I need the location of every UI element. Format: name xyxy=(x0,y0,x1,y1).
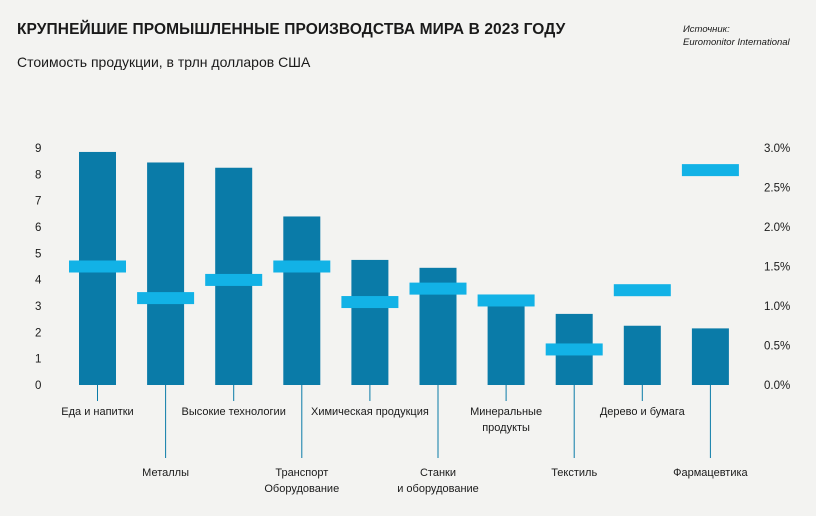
left-tick-label: 4 xyxy=(35,275,42,287)
category-label: Дерево и бумага xyxy=(600,406,686,418)
category-label: Минеральные продукты xyxy=(470,406,542,434)
bar xyxy=(147,162,185,385)
share-marker xyxy=(613,284,671,297)
left-tick-label: 0 xyxy=(35,380,41,392)
category-label: Текстиль xyxy=(551,467,597,479)
left-tick-label: 8 xyxy=(35,169,41,181)
share-marker xyxy=(477,294,535,307)
category-label: Станки и оборудование xyxy=(397,467,479,495)
right-tick-label: 1.5% xyxy=(764,262,790,274)
share-marker xyxy=(681,164,739,177)
category-label: Транспорт Оборудование xyxy=(264,467,339,495)
share-marker xyxy=(341,296,399,309)
bar xyxy=(623,325,661,385)
label-leader-lines xyxy=(97,385,711,458)
bar xyxy=(351,259,389,385)
bar xyxy=(487,304,525,385)
bar xyxy=(691,328,729,385)
chart-title: КРУПНЕЙШИЕ ПРОМЫШЛЕННЫЕ ПРОИЗВОДСТВА МИР… xyxy=(17,21,566,38)
right-axis-ticks: 0.0% 0.5% 1.0% 1.5% 2.0% 2.5% 3.0% xyxy=(764,143,790,392)
bar xyxy=(283,216,321,385)
left-tick-label: 6 xyxy=(35,222,41,234)
left-tick-label: 3 xyxy=(35,301,41,313)
share-marker xyxy=(137,292,195,305)
left-tick-label: 7 xyxy=(35,196,41,208)
source-note: Источник: Euromonitor International xyxy=(683,23,790,49)
share-marker xyxy=(273,260,331,273)
source-name: Euromonitor International xyxy=(683,37,790,48)
category-label: Высокие технологии xyxy=(182,406,286,418)
category-label: Фармацевтика xyxy=(673,467,748,479)
chart-subtitle: Стоимость продукции, в трлн долларов США xyxy=(17,54,311,70)
left-axis-ticks: 0 1 2 3 4 5 6 7 8 9 xyxy=(35,143,42,392)
share-marker xyxy=(205,273,263,286)
category-label: Металлы xyxy=(142,467,189,479)
right-tick-label: 1.0% xyxy=(764,301,790,313)
share-marker xyxy=(409,282,467,295)
left-tick-label: 9 xyxy=(35,143,41,155)
right-tick-label: 0.5% xyxy=(764,341,790,353)
source-label: Источник: xyxy=(683,24,730,35)
right-tick-label: 2.5% xyxy=(764,183,790,195)
category-label: Еда и напитки xyxy=(61,406,133,418)
left-tick-label: 1 xyxy=(35,354,41,366)
share-marker xyxy=(545,343,603,356)
share-markers xyxy=(69,164,739,356)
left-tick-label: 2 xyxy=(35,327,41,339)
bar-series xyxy=(79,151,729,385)
category-labels: Еда и напитки Металлы Высокие технологии Тр… xyxy=(61,406,748,495)
category-label: Химическая продукция xyxy=(311,406,429,418)
right-tick-label: 3.0% xyxy=(764,143,790,155)
right-tick-label: 2.0% xyxy=(764,222,790,234)
share-marker xyxy=(69,260,126,273)
left-tick-label: 5 xyxy=(35,248,41,260)
right-tick-label: 0.0% xyxy=(764,380,790,392)
